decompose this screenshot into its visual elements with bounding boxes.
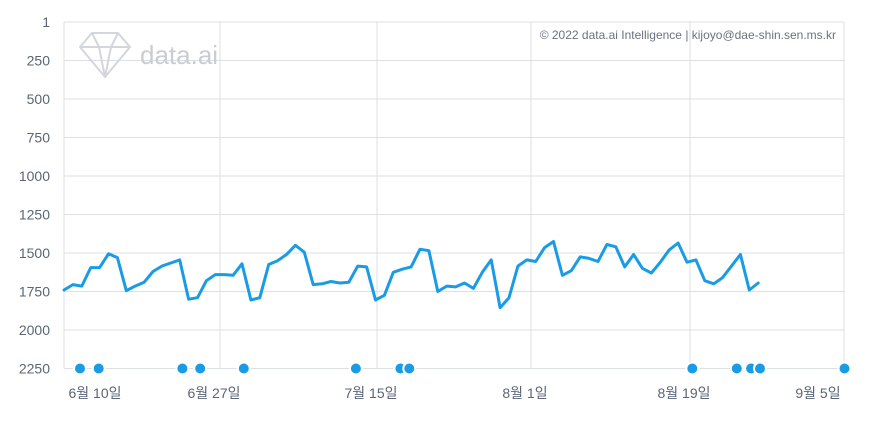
- logo: data.ai: [79, 32, 218, 78]
- copyright-text: © 2022 data.ai Intelligence | kijoyo@dae…: [540, 28, 836, 42]
- x-axis: 6월 10일 6월 27일 7월 15일 8월 1일 8월 19일 9월 5일: [68, 385, 840, 401]
- logo-text: data.ai: [140, 40, 218, 70]
- event-marker[interactable]: [350, 363, 361, 374]
- event-marker[interactable]: [93, 363, 104, 374]
- x-tick-label: 8월 1일: [502, 385, 547, 401]
- y-tick-label: 1750: [19, 284, 50, 300]
- x-tick-label: 6월 10일: [68, 385, 121, 401]
- event-marker[interactable]: [687, 363, 698, 374]
- x-tick-label: 9월 5일: [795, 385, 840, 401]
- y-tick-label: 2000: [19, 322, 50, 338]
- event-marker[interactable]: [238, 363, 249, 374]
- x-tick-label: 8월 19일: [657, 385, 710, 401]
- y-tick-label: 1000: [19, 168, 50, 184]
- diamond-icon: [79, 32, 131, 78]
- y-tick-label: 750: [27, 130, 51, 146]
- event-marker[interactable]: [755, 363, 765, 374]
- x-tick-label: 7월 15일: [344, 385, 397, 401]
- x-tick-label: 6월 27일: [187, 385, 240, 401]
- y-tick-label: 1500: [19, 245, 50, 261]
- event-marker[interactable]: [839, 363, 850, 374]
- y-tick-label: 1: [42, 14, 50, 30]
- event-marker[interactable]: [75, 363, 85, 374]
- series-line: [62, 240, 760, 310]
- series: [62, 240, 760, 310]
- event-marker[interactable]: [177, 363, 188, 374]
- grid: [63, 21, 845, 369]
- event-marker[interactable]: [404, 363, 415, 374]
- y-tick-label: 250: [27, 53, 51, 69]
- event-marker[interactable]: [195, 363, 206, 374]
- y-tick-label: 2250: [19, 361, 50, 377]
- y-tick-label: 500: [27, 91, 51, 107]
- y-tick-label: 1250: [19, 207, 50, 223]
- event-marker[interactable]: [731, 363, 742, 374]
- event-markers: [73, 361, 852, 376]
